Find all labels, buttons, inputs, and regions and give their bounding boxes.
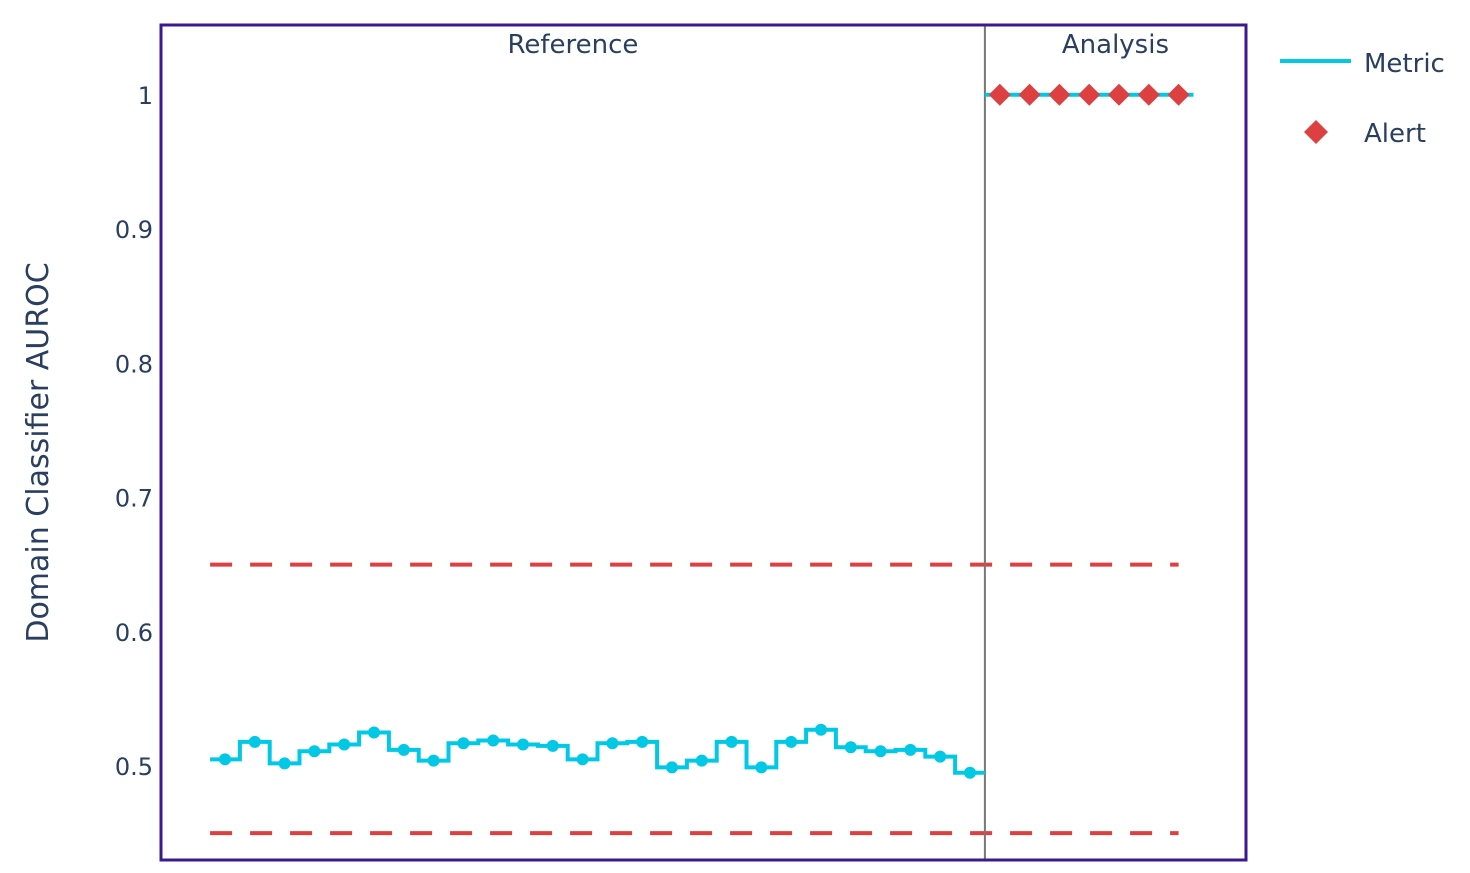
legend-metric-label: Metric [1364, 49, 1445, 79]
metric-point [457, 737, 470, 750]
metric-point [755, 761, 768, 774]
alert-marker [988, 83, 1011, 106]
legend-alert-label: Alert [1364, 119, 1426, 149]
period-labels: Reference Analysis [507, 30, 1169, 60]
legend-alert-diamond-icon [1304, 120, 1328, 144]
metric-point [248, 735, 261, 748]
plot-frame [159, 23, 1248, 862]
metric-point [517, 738, 529, 751]
metric-point [666, 761, 678, 774]
threshold-lines [210, 562, 1179, 836]
alert-marker [1108, 83, 1130, 106]
alert-marker [1137, 83, 1160, 106]
metric-point [606, 737, 619, 750]
y-axis-title: Domain Classifier AUROC [21, 262, 56, 642]
metric-point [695, 754, 708, 767]
metric-point [427, 754, 440, 767]
metric-point [725, 735, 738, 748]
alert-markers [988, 83, 1190, 106]
metric-point [368, 726, 380, 739]
y-tick-label: 1 [138, 82, 153, 110]
reference-label: Reference [507, 30, 638, 60]
alert-marker [1167, 83, 1190, 106]
metric-point [815, 723, 827, 736]
metric-reference-line [210, 727, 985, 775]
metric-point [219, 753, 231, 766]
y-tick-label: 0.7 [115, 485, 153, 513]
y-tick-label: 0.9 [115, 216, 153, 244]
metric-point [278, 757, 291, 770]
y-tick-label: 0.6 [115, 619, 153, 647]
analysis-label: Analysis [1062, 30, 1169, 60]
alert-marker [1018, 83, 1041, 106]
y-tick-label: 0.8 [115, 350, 153, 378]
y-axis: 0.5 0.6 0.7 0.8 0.9 1 [115, 82, 153, 781]
alert-marker [1078, 83, 1101, 106]
metric-point [874, 745, 887, 758]
metric-point [487, 734, 500, 747]
metric-point [785, 735, 798, 748]
metric-point [397, 743, 410, 756]
metric-point [308, 745, 321, 758]
legend[interactable]: Metric Alert [1280, 49, 1445, 149]
metric-point [964, 766, 976, 779]
metric-point [934, 750, 947, 763]
metric-point [636, 735, 649, 748]
alert-marker [1048, 83, 1071, 106]
y-tick-label: 0.5 [115, 753, 153, 781]
metric-point [904, 743, 917, 756]
metric-point [338, 738, 351, 751]
metric-point [546, 739, 559, 752]
metric-series [210, 92, 1194, 779]
metric-point [844, 741, 857, 754]
metric-point [576, 753, 589, 766]
